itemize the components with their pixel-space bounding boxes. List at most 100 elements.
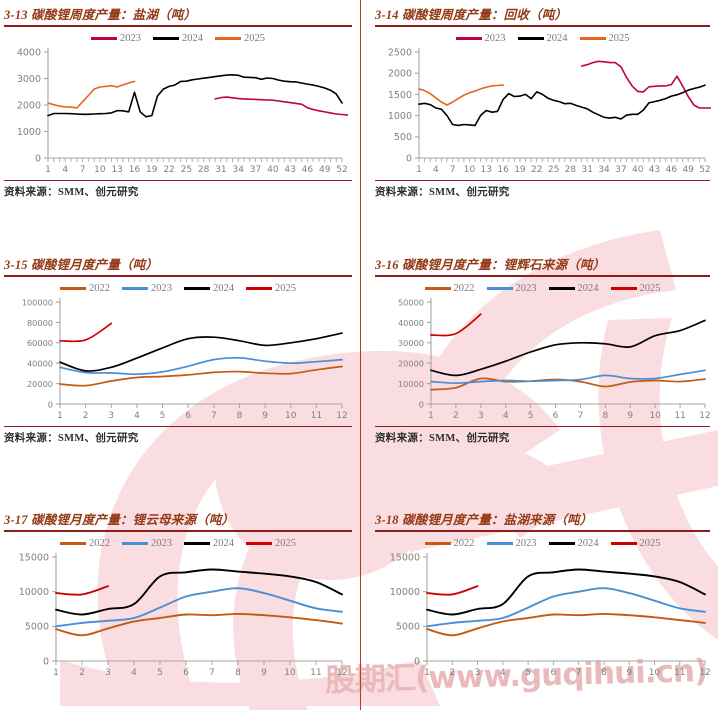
svg-text:7: 7 [450,165,456,175]
legend-label: 2023 [484,33,506,44]
svg-text:500: 500 [394,132,412,143]
svg-text:1000: 1000 [388,111,412,122]
svg-text:34: 34 [233,165,245,175]
svg-text:11: 11 [310,668,321,678]
legend-item-2022: 2022 [60,538,110,549]
svg-text:10000: 10000 [390,587,420,598]
panel-title-3-14: 3-14 碳酸锂周度产量：回收（吨） [375,8,568,22]
legend-swatch-icon [91,37,117,40]
svg-text:52: 52 [699,165,710,175]
svg-text:1: 1 [45,165,51,175]
legend-item-2023: 2023 [91,33,141,44]
svg-text:7: 7 [211,411,217,421]
chart-legend-3-15: 2022 2023 2024 2025 [4,283,352,294]
legend-label: 2022 [453,283,475,294]
svg-text:9: 9 [627,411,633,421]
legend-label: 2024 [577,283,599,294]
chart-legend-3-18: 2022 2023 2024 2025 [375,538,710,549]
svg-text:5: 5 [528,411,534,421]
source-note: 资料来源：SMM、创元研究 [375,187,510,199]
chart-legend-3-16: 2022 2023 2024 2025 [375,283,710,294]
plot-area-3-13: 0 1000 2000 3000 4000 1 4 7 10 13 16 19 22 25 28 31 34 37… [4,46,352,178]
svg-text:4: 4 [503,411,509,421]
svg-text:1500: 1500 [388,90,412,101]
legend-label: 2022 [89,538,110,549]
source-note: 资料来源：SMM、创元研究 [4,187,139,199]
svg-text:1: 1 [416,165,422,175]
legend-label: 2025 [639,538,661,549]
panel-title-3-18: 3-18 碳酸锂月度产量：盐湖来源（吨） [375,513,593,527]
legend-item-2023: 2023 [486,538,537,549]
svg-text:40000: 40000 [27,359,53,369]
svg-text:25: 25 [181,165,192,175]
svg-text:7: 7 [209,668,215,678]
svg-text:40000: 40000 [398,318,424,328]
legend-swatch-icon [486,542,513,545]
legend-item-2025: 2025 [246,283,296,294]
plot-area-3-16: 0 10000 20000 30000 40000 50000 1 2 3 4 5 6 7 8 9 10 11 1… [375,296,711,424]
legend-item-2023: 2023 [486,283,537,294]
chart-panel-3-16: 3-16 碳酸锂月度产量：锂辉石来源（吨） 2022 2023 2024 2025 0 10… [360,250,718,505]
chart-panel-3-14: 3-14 碳酸锂周度产量：回收（吨） 2023 2024 2025 0 500 1000 15… [360,0,718,250]
svg-text:2000: 2000 [388,69,412,80]
legend-label: 2024 [213,283,234,294]
svg-text:10: 10 [285,411,297,421]
svg-text:9: 9 [262,411,268,421]
svg-text:7: 7 [576,668,582,678]
svg-text:2: 2 [453,411,459,421]
legend-item-2022: 2022 [424,538,475,549]
svg-text:22: 22 [163,165,174,175]
legend-label: 2024 [213,538,234,549]
legend-swatch-icon [455,37,482,40]
svg-text:4: 4 [433,165,439,175]
source-divider [375,180,710,182]
svg-text:10: 10 [649,411,661,421]
legend-swatch-icon [610,287,637,290]
title-underline [375,530,710,532]
svg-text:40: 40 [267,165,279,175]
legend-label: 2024 [546,33,568,44]
svg-text:3: 3 [105,668,111,678]
legend-item-2024: 2024 [184,283,234,294]
legend-label: 2024 [577,538,599,549]
chart-legend-3-17: 2022 2023 2024 2025 [4,538,352,549]
svg-text:16: 16 [129,165,141,175]
svg-text:60000: 60000 [27,338,53,348]
svg-text:11: 11 [674,668,685,678]
svg-text:11: 11 [674,411,685,421]
svg-text:10000: 10000 [398,379,424,389]
svg-text:37: 37 [615,165,626,175]
title-underline [4,275,352,277]
svg-text:7: 7 [80,165,86,175]
legend-swatch-icon [246,287,272,290]
svg-text:2500: 2500 [388,47,412,58]
legend-label: 2025 [608,33,630,44]
svg-text:5000: 5000 [396,622,420,633]
svg-text:28: 28 [198,165,210,175]
chart-legend-3-13: 2023 2024 2025 [4,33,352,44]
svg-text:1: 1 [57,411,63,421]
chart-panel-3-17: 3-17 碳酸锂月度产量：锂云母来源（吨） 2022 2023 2024 2025 0 50… [0,505,360,710]
chart-panel-3-15: 3-15 碳酸锂月度产量（吨） 2022 2023 2024 2025 0 20000 400… [0,250,360,505]
svg-text:40: 40 [632,165,644,175]
svg-text:8: 8 [601,668,607,678]
legend-swatch-icon [517,37,544,40]
svg-text:4000: 4000 [17,47,41,58]
svg-text:20000: 20000 [27,379,53,389]
svg-text:2: 2 [79,668,85,678]
legend-label: 2025 [275,538,296,549]
svg-text:9: 9 [261,668,267,678]
legend-swatch-icon [184,287,210,290]
svg-text:49: 49 [319,165,331,175]
plot-area-3-17: 0 5000 10000 15000 1 2 3 4 5 6 7 8 9 10 11 12 [4,551,352,681]
svg-text:15000: 15000 [390,552,420,563]
legend-item-2022: 2022 [60,283,110,294]
svg-text:22: 22 [531,165,542,175]
legend-item-2025: 2025 [610,538,661,549]
svg-text:4: 4 [62,165,68,175]
svg-text:5000: 5000 [25,622,49,633]
svg-text:19: 19 [146,165,158,175]
svg-text:1000: 1000 [17,127,41,138]
title-underline [4,25,352,27]
svg-text:19: 19 [514,165,526,175]
